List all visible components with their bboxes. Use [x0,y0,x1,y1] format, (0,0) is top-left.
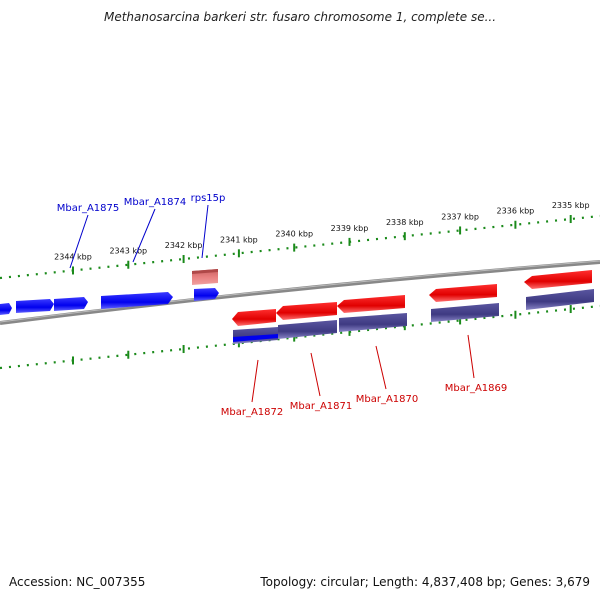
rna-feature-edge [192,269,218,274]
ruler-tick-label: 2339 kbp [331,224,369,233]
gene-label-mbar-a1870[interactable]: Mbar_A1870 [356,394,419,405]
ruler-tick-label: 2341 kbp [220,235,258,244]
accession-text: Accession: NC_007355 [9,575,146,589]
cds-bar-highlight [233,334,278,342]
gene-arrow-fwd[interactable] [101,292,173,309]
gene-label-mbar-a1872[interactable]: Mbar_A1872 [221,407,284,418]
reverse-genes [232,270,592,326]
forward-genes [0,269,219,315]
genome-backbone [0,260,600,325]
outer-ruler-dots [0,214,600,280]
ruler-ticks: 2344 kbp 2343 kbp 2342 kbp 2341 kbp 2340 kbp… [54,201,590,365]
gene-arrow-rev[interactable] [232,309,276,326]
gene-arrow-fwd[interactable] [194,288,219,301]
ruler-tick-label: 2343 kbp [109,247,147,256]
gene-arrow-rev[interactable] [276,302,337,320]
ruler-tick-label: 2342 kbp [165,241,203,250]
gene-label-mbar-a1874[interactable]: Mbar_A1874 [124,197,187,208]
genome-backbone-highlight [0,260,600,323]
gene-arrow-rev[interactable] [524,270,592,289]
map-title: Methanosarcina barkeri str. fusaro chrom… [103,10,497,24]
cds-bar[interactable] [278,320,337,339]
ruler-tick-label: 2338 kbp [386,218,424,227]
gene-arrow-rev[interactable] [337,295,405,313]
genome-summary-text: Topology: circular; Length: 4,837,408 bp… [260,575,590,589]
reverse-gene-labels: Mbar_A1872 Mbar_A1871 Mbar_A1870 Mbar_A1… [221,334,508,418]
ruler-tick-label: 2335 kbp [552,201,590,210]
ruler-tick-label: 2337 kbp [441,212,479,221]
forward-gene-labels: Mbar_A1875 Mbar_A1874 rps15p [57,193,226,269]
gene-arrow-fwd[interactable] [0,303,12,315]
gene-arrow-fwd[interactable] [54,297,88,311]
gene-label-rps15p[interactable]: rps15p [191,193,226,204]
cds-bar[interactable] [339,313,407,332]
cds-bar[interactable] [431,303,499,322]
ruler-tick-label: 2340 kbp [275,230,313,239]
reverse-cds-bars [233,289,594,344]
inner-ruler-dots [0,304,600,370]
ruler-tick-label: 2344 kbp [54,252,92,261]
gene-label-mbar-a1869[interactable]: Mbar_A1869 [445,383,508,394]
gene-arrow-rev[interactable] [429,284,497,302]
gene-label-mbar-a1871[interactable]: Mbar_A1871 [290,401,353,412]
cds-bar[interactable] [526,289,594,310]
gene-arrow-fwd[interactable] [16,299,54,313]
gene-label-mbar-a1875[interactable]: Mbar_A1875 [57,203,120,214]
ruler-tick-label: 2336 kbp [497,207,535,216]
